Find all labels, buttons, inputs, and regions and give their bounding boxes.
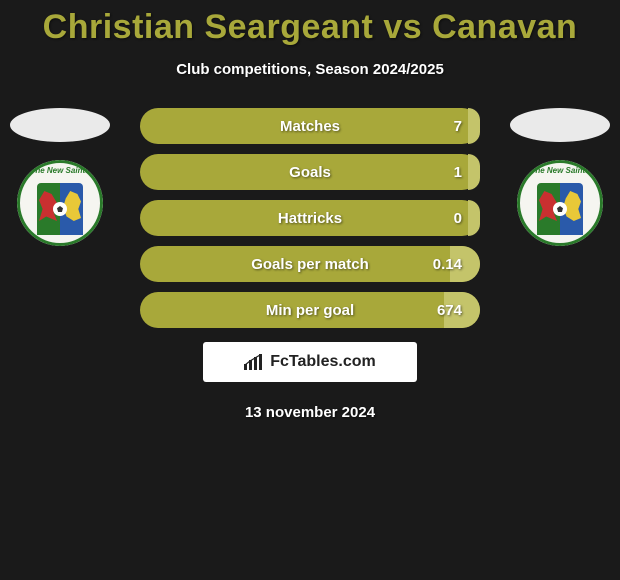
date-text: 13 november 2024	[0, 404, 620, 421]
stat-value-right: 674	[437, 302, 462, 319]
page-title: Christian Seargeant vs Canavan	[0, 0, 620, 47]
stat-label: Min per goal	[266, 302, 354, 319]
stat-row: Goals per match 0.14	[140, 246, 480, 282]
stat-value-right: 1	[454, 164, 462, 181]
stat-value-right: 0.14	[433, 256, 462, 273]
player-badge-right: The New Saints	[510, 108, 610, 258]
player-photo-placeholder-left	[10, 108, 110, 142]
club-logo-left: The New Saints	[17, 160, 103, 246]
player-badge-left: The New Saints	[10, 108, 110, 258]
bar-chart-icon	[244, 354, 264, 370]
brand-text: FcTables.com	[270, 353, 376, 371]
stat-row: Matches 7	[140, 108, 480, 144]
stat-row: Hattricks 0	[140, 200, 480, 236]
logo-ring-text: The New Saints	[17, 166, 103, 175]
stat-label: Goals	[289, 164, 331, 181]
stat-label: Hattricks	[278, 210, 342, 227]
stat-bar-right-cap	[468, 200, 480, 236]
brand-watermark: FcTables.com	[203, 342, 417, 382]
stat-value-right: 7	[454, 118, 462, 135]
logo-ring-text: The New Saints	[517, 166, 603, 175]
stat-bar-right-cap	[468, 154, 480, 190]
stat-bar-right-cap	[468, 108, 480, 144]
stats-table: Matches 7 Goals 1 Hattricks 0 Goals per match 0…	[140, 108, 480, 328]
player-photo-placeholder-right	[510, 108, 610, 142]
stat-value-right: 0	[454, 210, 462, 227]
comparison-content: The New Saints The New Saints Matche	[0, 108, 620, 421]
club-logo-right: The New Saints	[517, 160, 603, 246]
stat-row: Goals 1	[140, 154, 480, 190]
stat-label: Matches	[280, 118, 340, 135]
subtitle: Club competitions, Season 2024/2025	[0, 61, 620, 78]
stat-row: Min per goal 674	[140, 292, 480, 328]
club-shield-icon	[37, 183, 83, 235]
stat-label: Goals per match	[251, 256, 369, 273]
club-shield-icon	[537, 183, 583, 235]
